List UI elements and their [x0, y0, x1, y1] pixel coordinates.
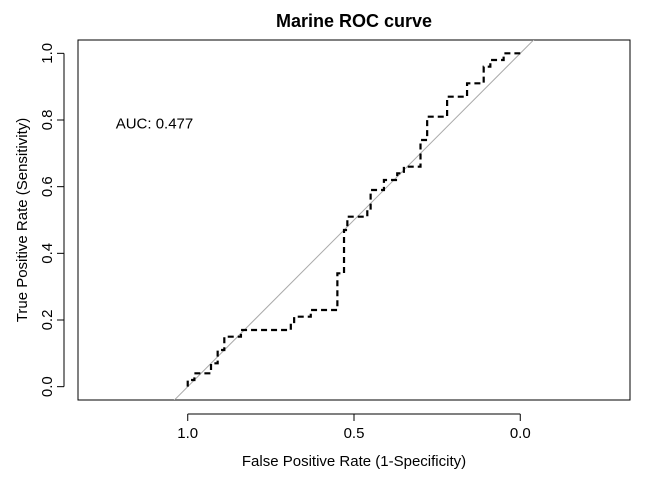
- plot-area: [173, 40, 535, 400]
- x-tick-label: 1.0: [177, 425, 198, 442]
- reference-line: [173, 40, 535, 400]
- y-axis: 0.0 0.2 0.4 0.6 0.8 1.0: [39, 43, 65, 397]
- y-tick-label: 0.6: [39, 176, 56, 197]
- y-tick-label: 0.2: [39, 310, 56, 331]
- y-axis-label: True Positive Rate (Sensitivity): [14, 118, 31, 323]
- y-tick-label: 0.4: [39, 243, 56, 264]
- x-axis: 1.0 0.5 0.0: [177, 413, 531, 442]
- x-tick-label: 0.5: [344, 425, 365, 442]
- y-tick-label: 0.0: [39, 376, 56, 397]
- y-tick-label: 1.0: [39, 43, 56, 64]
- x-axis-label: False Positive Rate (1-Specificity): [242, 453, 466, 470]
- chart-title: Marine ROC curve: [276, 11, 432, 31]
- x-tick-label: 0.0: [510, 425, 531, 442]
- auc-annotation: AUC: 0.477: [116, 115, 194, 132]
- roc-curve-line: [186, 52, 521, 387]
- plot-frame: [77, 39, 631, 401]
- y-tick-label: 0.8: [39, 110, 56, 131]
